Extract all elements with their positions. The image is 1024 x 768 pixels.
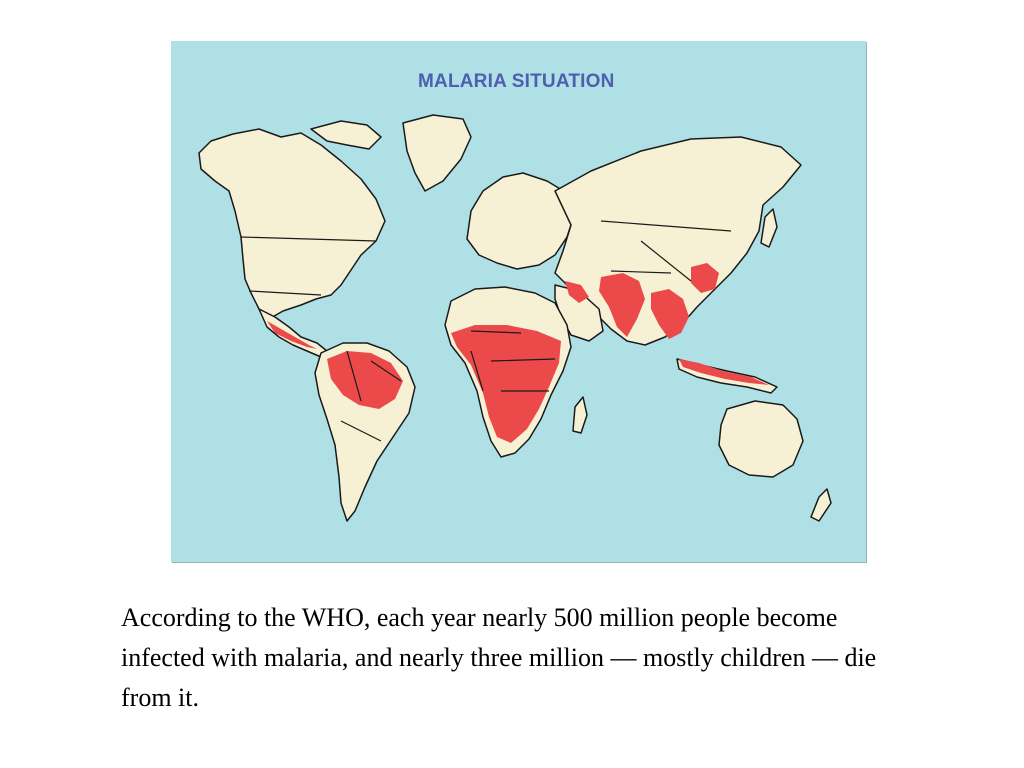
risk-area-china — [691, 263, 719, 293]
landmass-madagascar — [572, 396, 588, 434]
border-lines-north-america — [240, 236, 377, 296]
risk-area-middle-east — [565, 281, 589, 303]
risk-area-indonesia — [679, 359, 769, 385]
risk-area-south-america — [327, 351, 403, 409]
risk-area-southeast-asia — [651, 289, 689, 339]
border-lines-asia — [600, 220, 732, 282]
landmass-europe — [466, 172, 576, 270]
border-lines-africa — [470, 330, 556, 392]
map-title: MALARIA SITUATION — [418, 71, 615, 92]
risk-area-india — [599, 273, 645, 337]
map-graphic — [198, 114, 832, 522]
landmass-greenland — [402, 114, 472, 192]
landmass-japan — [760, 208, 778, 248]
landmass-arctic-islands — [310, 120, 382, 150]
border-lines-south-america — [340, 350, 402, 442]
landmass-central-america — [258, 308, 328, 358]
landmass-new-zealand — [810, 488, 832, 522]
risk-area-africa — [451, 325, 561, 443]
world-map: MALARIA SITUATION — [171, 41, 866, 562]
landmass-australia — [718, 400, 804, 478]
landmass-north-america — [198, 128, 386, 320]
caption-text: According to the WHO, each year nearly 5… — [121, 603, 877, 712]
